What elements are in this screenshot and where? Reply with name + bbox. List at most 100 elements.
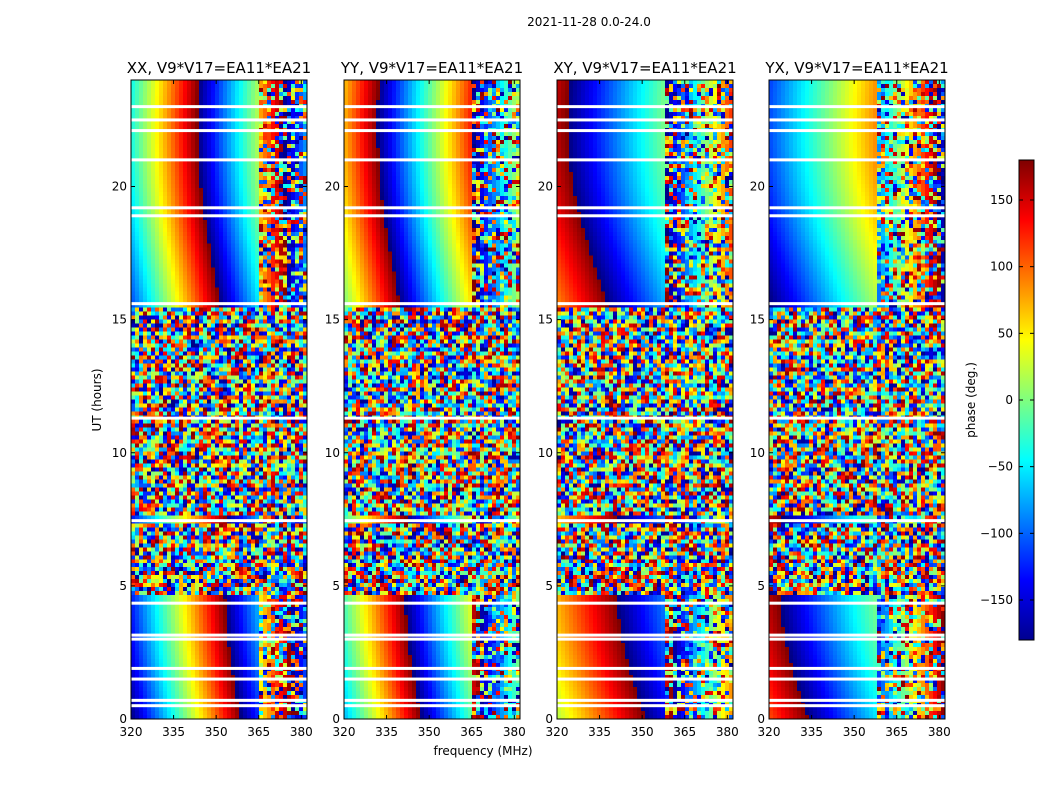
blank-rows bbox=[344, 105, 520, 708]
blank-row bbox=[131, 519, 307, 523]
colorbar-tick-label: 150 bbox=[990, 193, 1013, 207]
colorbar-tick-label: 100 bbox=[990, 260, 1013, 274]
blank-row bbox=[557, 677, 733, 681]
y-tick-label: 10 bbox=[538, 446, 553, 460]
blank-row bbox=[131, 214, 307, 218]
colorbar-tick-label: 0 bbox=[1005, 393, 1013, 407]
colorbar-ticks: 150 100 50 0 −50 −100 −150 bbox=[980, 193, 1034, 607]
x-axis-label: frequency (MHz) bbox=[433, 744, 532, 758]
y-tick-label: 0 bbox=[757, 712, 765, 726]
y-tick-label: 0 bbox=[119, 712, 127, 726]
colorbar-tick-label: −150 bbox=[980, 593, 1013, 607]
blank-row bbox=[557, 519, 733, 523]
y-tick-label: 15 bbox=[112, 313, 127, 327]
suptitle: 2021-11-28 0.0-24.0 bbox=[527, 15, 651, 29]
blank-row bbox=[344, 704, 520, 708]
blank-row bbox=[769, 633, 945, 637]
blank-row bbox=[344, 158, 520, 162]
blank-row bbox=[344, 118, 520, 122]
colorbar-label: phase (deg.) bbox=[964, 362, 978, 438]
blank-row bbox=[557, 214, 733, 218]
phase-heatmap-yy bbox=[344, 80, 520, 719]
blank-row bbox=[344, 129, 520, 133]
colorbar-tick-label: 50 bbox=[998, 326, 1013, 340]
colorbar-tick-label: −100 bbox=[980, 526, 1013, 540]
y-tick-label: 10 bbox=[112, 446, 127, 460]
blank-row bbox=[344, 519, 520, 523]
blank-row bbox=[131, 105, 307, 109]
blank-row bbox=[131, 704, 307, 708]
panel-yx: YX, V9*V17=EA11*EA21 320 335 350 365 380 0 5 10 1… bbox=[750, 59, 951, 739]
blank-row bbox=[769, 118, 945, 122]
blank-row bbox=[344, 698, 520, 702]
blank-row bbox=[344, 633, 520, 637]
panel-xx: XX, V9*V17=EA11*EA21 320 335 350 365 380 0 5 10 1… bbox=[112, 59, 313, 739]
blank-row bbox=[131, 118, 307, 122]
y-tick-label: 0 bbox=[545, 712, 553, 726]
blank-row bbox=[131, 601, 307, 605]
x-tick-label: 350 bbox=[631, 725, 654, 739]
x-tick-label: 320 bbox=[333, 725, 356, 739]
blank-row bbox=[131, 633, 307, 637]
plot-frame bbox=[130, 79, 308, 720]
y-tick-label: 20 bbox=[112, 180, 127, 194]
blank-row bbox=[131, 302, 307, 306]
blank-row bbox=[769, 704, 945, 708]
blank-row bbox=[769, 206, 945, 210]
x-tick-label: 380 bbox=[716, 725, 739, 739]
blank-row bbox=[131, 677, 307, 681]
y-tick-label: 15 bbox=[538, 313, 553, 327]
x-tick-label: 335 bbox=[588, 725, 611, 739]
blank-row bbox=[769, 129, 945, 133]
y-tick-label: 20 bbox=[325, 180, 340, 194]
phase-heatmap-yx bbox=[769, 80, 945, 719]
blank-row bbox=[769, 519, 945, 523]
blank-row bbox=[131, 158, 307, 162]
blank-row bbox=[769, 637, 945, 641]
x-tick-label: 320 bbox=[758, 725, 781, 739]
y-tick-label: 5 bbox=[119, 579, 127, 593]
blank-row bbox=[344, 105, 520, 109]
y-tick-label: 20 bbox=[750, 180, 765, 194]
blank-row bbox=[557, 704, 733, 708]
blank-row bbox=[769, 677, 945, 681]
x-tick-label: 380 bbox=[503, 725, 526, 739]
panel-title: YY, V9*V17=EA11*EA21 bbox=[340, 59, 523, 77]
blank-row bbox=[769, 666, 945, 670]
x-tick-label: 335 bbox=[800, 725, 823, 739]
blank-row bbox=[344, 206, 520, 210]
blank-row bbox=[769, 698, 945, 702]
x-tick-label: 320 bbox=[546, 725, 569, 739]
blank-row bbox=[557, 129, 733, 133]
panel-title: YX, V9*V17=EA11*EA21 bbox=[764, 59, 948, 77]
blank-row bbox=[344, 677, 520, 681]
x-tick-label: 335 bbox=[375, 725, 398, 739]
blank-row bbox=[769, 158, 945, 162]
blank-row bbox=[344, 416, 520, 420]
x-tick-label: 365 bbox=[460, 725, 483, 739]
y-tick-label: 20 bbox=[538, 180, 553, 194]
colorbar: 150 100 50 0 −50 −100 −150 phase (deg.) bbox=[964, 159, 1035, 641]
x-tick-label: 365 bbox=[247, 725, 270, 739]
blank-row bbox=[557, 302, 733, 306]
x-tick-label: 320 bbox=[120, 725, 143, 739]
plot-frame bbox=[768, 79, 946, 720]
blank-row bbox=[557, 158, 733, 162]
panels: XX, V9*V17=EA11*EA21 320 335 350 365 380 0 5 10 1… bbox=[112, 59, 951, 739]
panel-xy: XY, V9*V17=EA11*EA21 320 335 350 365 380 0 5 10 1… bbox=[538, 59, 739, 739]
y-tick-label: 5 bbox=[545, 579, 553, 593]
y-tick-label: 10 bbox=[750, 446, 765, 460]
blank-row bbox=[557, 698, 733, 702]
panel-title: XY, V9*V17=EA11*EA21 bbox=[553, 59, 736, 77]
x-tick-label: 365 bbox=[885, 725, 908, 739]
x-tick-label: 380 bbox=[928, 725, 951, 739]
plot-frame bbox=[556, 79, 734, 720]
blank-row bbox=[344, 666, 520, 670]
y-axis-label: UT (hours) bbox=[90, 368, 104, 431]
panel-yy: YY, V9*V17=EA11*EA21 320 335 350 365 380 0 5 10 1… bbox=[325, 59, 526, 739]
blank-row bbox=[344, 302, 520, 306]
blank-row bbox=[131, 129, 307, 133]
blank-row bbox=[131, 206, 307, 210]
blank-row bbox=[557, 105, 733, 109]
